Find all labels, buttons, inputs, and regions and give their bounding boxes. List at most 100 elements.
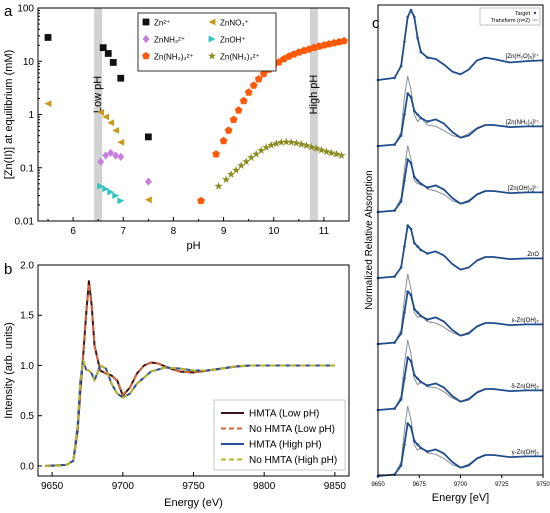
target-point — [416, 311, 419, 314]
point-zn-nh — [337, 151, 346, 159]
point-zn-nh — [232, 165, 241, 174]
target-point — [409, 161, 413, 165]
point-zn — [99, 44, 107, 52]
point-zn-nh — [237, 161, 246, 169]
point-znno — [44, 100, 52, 107]
point-zn-nh — [224, 126, 233, 134]
legend-label-hmta-high-ph: HMTA (High pH) — [249, 440, 322, 451]
x-tick-label: 9800 — [253, 481, 276, 492]
legend-label-zn-nh: Zn(NH₃)₄²⁺ — [154, 53, 194, 62]
target-point — [413, 373, 416, 377]
point-zn-nh — [244, 88, 253, 96]
target-point — [419, 116, 423, 120]
x-tick-label: 9675 — [413, 482, 427, 488]
spectrum-label-zn-nh: [Zn(NH₃)₄]²⁺ — [506, 119, 539, 126]
panel-c: [Zn(H₂O)₆]²⁺ [Zn(NH₃)₄]²⁺ [Zn(OH)₄]²⁻ ZnO ε-… — [364, 4, 550, 504]
point-zn-nh — [242, 157, 251, 166]
target-point — [416, 36, 419, 40]
target-point — [393, 275, 396, 278]
target-point — [403, 311, 406, 314]
x-tick-label: 9750 — [182, 481, 205, 492]
plot-frame — [377, 4, 544, 476]
point-zn-nh — [257, 146, 266, 154]
legend-box — [479, 7, 541, 26]
target-point — [399, 64, 403, 68]
legend-label-target: Target — [515, 11, 531, 17]
legend-label-no-hmta-low-ph: No HMTA (Low pH) — [249, 424, 335, 435]
point-zn-nh — [327, 148, 336, 157]
target-point — [419, 314, 423, 318]
y-tick-label: 0.0 — [20, 461, 34, 472]
target-point — [403, 245, 406, 248]
target-point — [399, 200, 403, 203]
y-tick-label: 0.1 — [20, 163, 34, 174]
point-zn-nh — [212, 150, 220, 158]
point-znnh — [97, 157, 105, 166]
point-zn-nh — [317, 145, 326, 154]
point-znoh — [112, 192, 120, 199]
point-zn-nh — [340, 36, 348, 45]
target-point — [393, 76, 396, 80]
point-znno — [97, 108, 105, 116]
spectrum-label-zn-oh: ε-Zn(OH)₂ — [512, 318, 540, 324]
spectrum-label-zn-oh: γ-Zn(OH)₂ — [512, 450, 540, 456]
legend-box — [213, 399, 346, 471]
target-point — [419, 50, 423, 54]
target-point — [409, 293, 413, 297]
x-tick-label: 9750 — [536, 482, 550, 488]
target-point — [413, 241, 416, 245]
legend-swatch-znno — [208, 18, 216, 26]
transform-line-zn-h-o — [377, 9, 544, 81]
legend-swatch-zn — [142, 18, 150, 26]
reference-line-zn-oh — [377, 145, 543, 213]
transform-line-zn-oh — [377, 158, 543, 213]
target-point — [399, 266, 403, 269]
transform-line-zn-oh — [377, 422, 543, 477]
target-point — [413, 175, 416, 179]
point-zn-nh — [222, 175, 231, 183]
legend-swatch-target — [533, 11, 537, 15]
target-point — [413, 15, 416, 19]
point-zn-nh — [287, 138, 296, 146]
point-znno — [102, 113, 110, 121]
point-zn-nh — [312, 144, 321, 152]
target-point — [393, 209, 396, 212]
y-tick-label: 1 — [28, 110, 34, 121]
legend-swatch-zn-nh — [208, 51, 216, 60]
point-zn-nh — [297, 140, 306, 148]
target-point — [393, 143, 396, 146]
legend-label-no-hmta-high-ph: No HMTA (High pH) — [249, 455, 337, 466]
x-tick-label: 9 — [221, 226, 227, 237]
target-point — [406, 224, 410, 227]
point-znoh — [97, 182, 105, 190]
target-point — [406, 290, 410, 293]
y-tick-label: 100 — [17, 4, 34, 15]
target-point — [399, 332, 403, 335]
target-point — [406, 15, 410, 19]
y-tick-label: 0.01 — [15, 217, 35, 228]
legend-label-znnh: ZnNH₃²⁺ — [154, 36, 185, 45]
point-zn-nh — [272, 139, 281, 147]
legend-swatch-znnh — [142, 34, 150, 44]
band-low-ph — [94, 8, 103, 221]
x-tick-label: 9850 — [324, 481, 347, 492]
point-zn-nh — [277, 138, 286, 146]
target-point — [416, 443, 419, 446]
legend: Zn²⁺ ZnNO₃⁺ ZnNH₃²⁺ ZnOH⁺ Zn(NH₃)₄²⁺ Zn(NH₃)₃… — [137, 12, 277, 72]
panel-letter-c: c — [372, 15, 380, 32]
x-tick-label: 9700 — [112, 481, 135, 492]
point-znnh — [107, 148, 115, 157]
transform-line-zn-nh — [377, 92, 543, 147]
x-tick-label: 9700 — [454, 482, 468, 488]
target-point — [416, 113, 419, 116]
x-tick-label: 6 — [70, 226, 76, 237]
target-point — [426, 186, 429, 189]
target-point — [409, 227, 413, 231]
point-zn-nh — [227, 170, 236, 178]
target-point — [403, 179, 406, 182]
target-point — [409, 8, 413, 12]
transform-line-zn-oh — [377, 356, 543, 411]
point-zn-nh — [262, 143, 271, 151]
target-point — [406, 92, 410, 95]
